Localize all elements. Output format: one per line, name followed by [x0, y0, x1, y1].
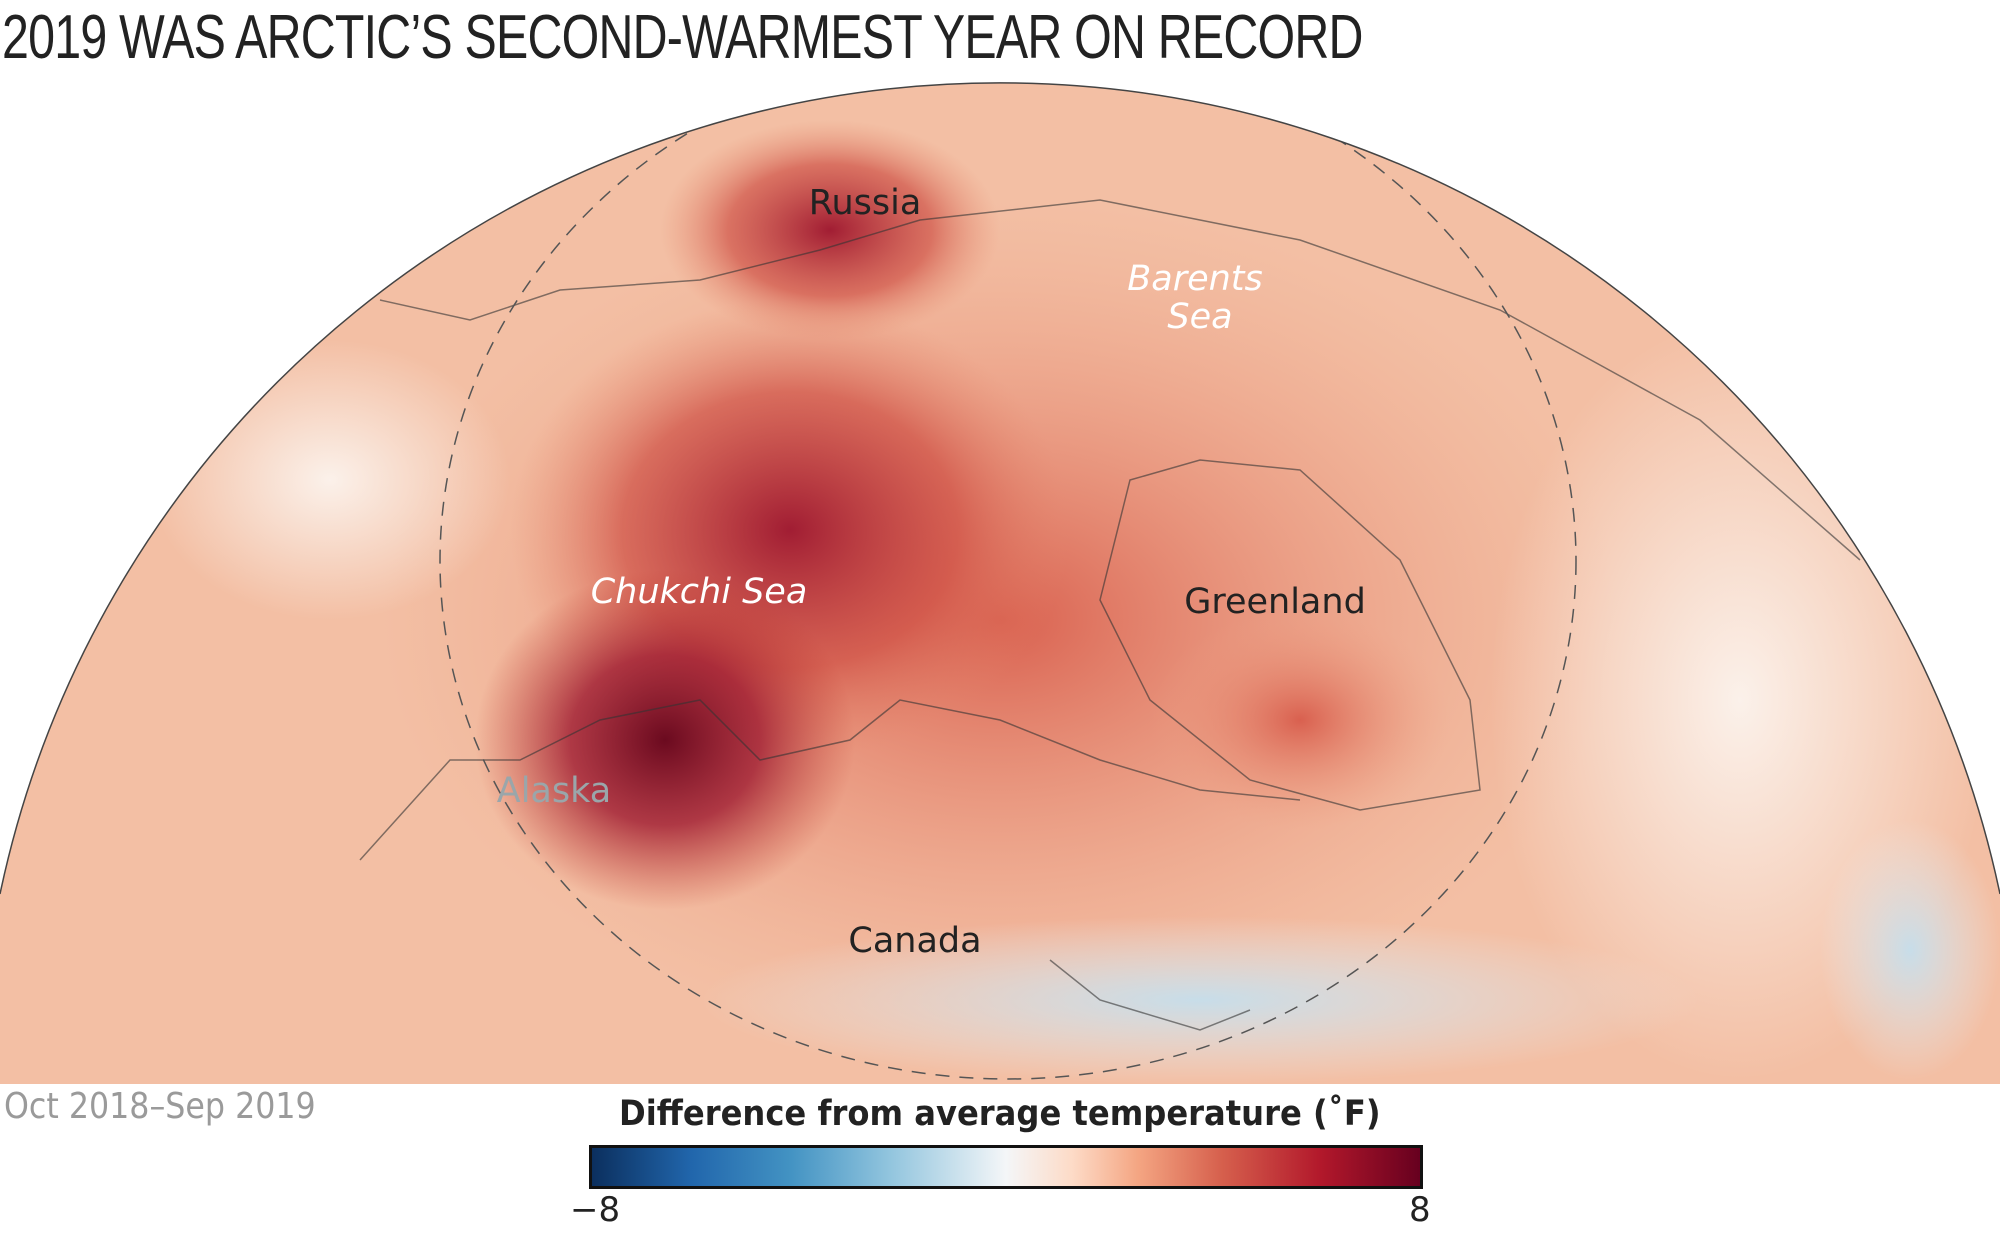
cool-region [700, 916, 1700, 1084]
label-barents-sea-1: Barents [1127, 259, 1263, 299]
label-barents-sea-2: Sea [1167, 297, 1232, 337]
color-scale-bar [589, 1145, 1423, 1189]
label-greenland: Greenland [1184, 582, 1366, 622]
page-title: 2019 WAS ARCTIC’S SECOND-WARMEST YEAR ON… [2, 3, 1363, 72]
time-period: Oct 2018–Sep 2019 [4, 1086, 316, 1127]
legend-min-label: −8 [570, 1190, 621, 1230]
label-alaska: Alaska [497, 771, 611, 811]
label-canada: Canada [848, 921, 981, 961]
legend-title: Difference from average temperature (˚F) [619, 1094, 1381, 1134]
legend-max-label: 8 [1409, 1190, 1431, 1230]
arctic-circle [439, 82, 1577, 1080]
arctic-temperature-map: Russia Barents Sea Chukchi Sea Greenland… [0, 82, 2000, 1084]
globe-outline [0, 82, 2000, 895]
coastlines [359, 199, 1861, 1031]
alaska-anomaly [475, 570, 855, 910]
label-chukchi-sea: Chukchi Sea [591, 572, 808, 612]
label-russia: Russia [809, 183, 922, 223]
